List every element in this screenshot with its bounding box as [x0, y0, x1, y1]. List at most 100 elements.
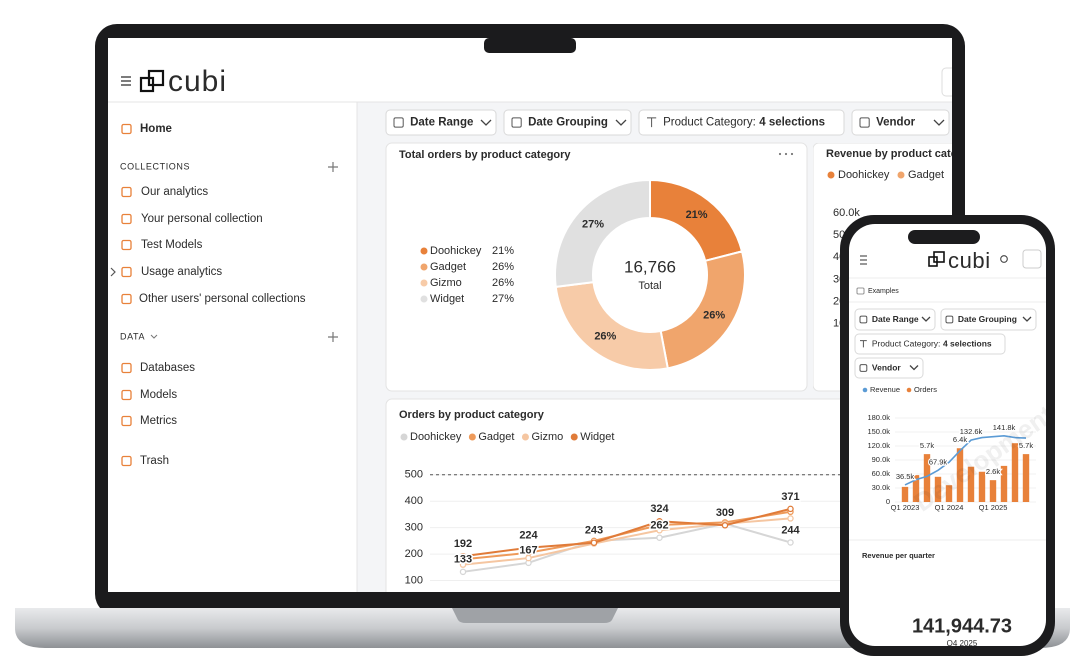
data-label: 132.6k — [960, 427, 983, 436]
filter-icon — [859, 117, 870, 128]
expand-icon[interactable] — [150, 334, 158, 339]
chevron — [921, 316, 931, 322]
search-icon[interactable] — [1000, 255, 1008, 263]
add-icon[interactable] — [328, 162, 338, 172]
data-label: 244 — [781, 524, 800, 536]
header-button[interactable] — [1022, 249, 1042, 269]
filter-label[interactable]: Date Grouping — [528, 117, 608, 129]
filter-label[interactable]: Product Category: — [872, 338, 941, 348]
legend-swatch — [862, 387, 868, 393]
legend-label: Gadget — [430, 261, 466, 273]
nav-icon — [121, 239, 132, 251]
filter-label[interactable]: Date Range — [410, 117, 473, 129]
nav-item[interactable]: Our analytics — [141, 186, 208, 198]
filter-selection[interactable]: 4 selections — [943, 338, 992, 348]
data-label: 21% — [686, 209, 708, 221]
filter-icon — [393, 117, 404, 128]
filter-label[interactable]: Date Grouping — [958, 314, 1017, 324]
donut-total: 16,766 — [624, 257, 676, 276]
scalar-period: Q4 2025 — [947, 639, 978, 648]
nav-icon — [121, 389, 132, 401]
legend-swatch — [827, 171, 835, 179]
nav-item[interactable]: Models — [140, 389, 177, 401]
filter-button[interactable] — [503, 109, 632, 136]
legend-value: 27% — [492, 293, 514, 305]
folder-icon — [856, 287, 865, 295]
series-line — [462, 507, 791, 558]
filter-button[interactable] — [854, 308, 936, 331]
data-label: 324 — [650, 503, 669, 515]
filter-icon — [511, 117, 522, 128]
bar — [934, 476, 942, 502]
filter-button[interactable] — [385, 109, 497, 136]
card-title: Revenue by product cate — [826, 148, 957, 160]
legend-value: 26% — [492, 261, 514, 273]
bar — [956, 448, 964, 502]
section-heading: COLLECTIONS — [120, 161, 190, 171]
bar — [912, 475, 920, 502]
data-label: 309 — [716, 507, 734, 519]
filter-button[interactable] — [940, 308, 1037, 331]
data-label: 243 — [585, 525, 603, 537]
data-point — [459, 552, 467, 560]
add-icon[interactable] — [328, 332, 338, 342]
y-tick-label: 500 — [405, 469, 423, 481]
nav-item[interactable]: Usage analytics — [141, 266, 222, 278]
data-label: 67.9k — [929, 457, 948, 466]
nav-item[interactable]: Home — [140, 123, 172, 135]
card-menu-dot[interactable] — [790, 152, 794, 156]
y-tick-label: 120.0k — [867, 441, 890, 450]
card-title: Revenue per quarter — [862, 551, 935, 560]
y-tick-label: 200 — [405, 548, 423, 560]
data-label: 224 — [519, 530, 538, 542]
nav-item[interactable]: Test Models — [141, 239, 203, 251]
filter-button[interactable] — [638, 109, 845, 136]
filter-label[interactable]: Vendor — [876, 117, 916, 129]
data-label: 26% — [703, 310, 725, 322]
nav-item[interactable]: Other users' personal collections — [139, 293, 306, 305]
y-tick-label: 150.0k — [867, 427, 890, 436]
filter-selection[interactable]: 4 selections — [759, 117, 825, 129]
card-title: Orders by product category — [399, 409, 545, 421]
nav-item[interactable]: Your personal collection — [141, 213, 263, 225]
chevron — [933, 119, 945, 126]
expand-icon[interactable] — [110, 267, 116, 277]
filter-label[interactable]: Date Range — [872, 314, 919, 324]
bar — [1000, 465, 1008, 502]
legend-label: Gizmo — [531, 431, 563, 443]
legend-label: Gadget — [478, 431, 514, 443]
nav-icon — [121, 186, 132, 198]
legend-swatch — [468, 433, 476, 441]
filter-label[interactable]: Vendor — [872, 362, 902, 372]
filter-button[interactable] — [854, 333, 1006, 355]
legend-label: Orders — [914, 385, 937, 394]
nav-icon — [121, 455, 132, 467]
legend-label: Revenue — [870, 385, 900, 394]
y-tick-label: 60.0k — [872, 469, 891, 478]
nav-item[interactable]: Databases — [140, 362, 195, 374]
legend-label: Doohickey — [838, 169, 890, 181]
breadcrumb[interactable]: Examples — [868, 288, 899, 295]
y-tick-label: 100 — [405, 574, 423, 586]
nav-item[interactable]: Metrics — [140, 415, 177, 427]
filter-label[interactable]: Product Category: — [663, 117, 756, 129]
legend-swatch — [420, 295, 428, 303]
nav-item[interactable]: Trash — [140, 455, 169, 467]
filter-icon — [859, 364, 868, 372]
x-tick-label: Q1 2023 — [891, 503, 920, 512]
bar — [1022, 454, 1030, 502]
filter-button[interactable] — [851, 109, 950, 136]
legend-label: Gizmo — [430, 277, 462, 289]
data-point — [721, 522, 729, 529]
legend-swatch — [570, 433, 578, 441]
filter-button[interactable] — [854, 357, 924, 379]
card-menu-dot[interactable] — [784, 152, 788, 156]
card-menu-dot[interactable] — [778, 152, 782, 156]
bar — [967, 466, 975, 502]
series-line — [904, 435, 1027, 486]
header-button[interactable] — [941, 67, 966, 97]
chevron — [909, 365, 919, 371]
donut-segment — [554, 281, 669, 371]
legend-swatch — [420, 263, 428, 271]
